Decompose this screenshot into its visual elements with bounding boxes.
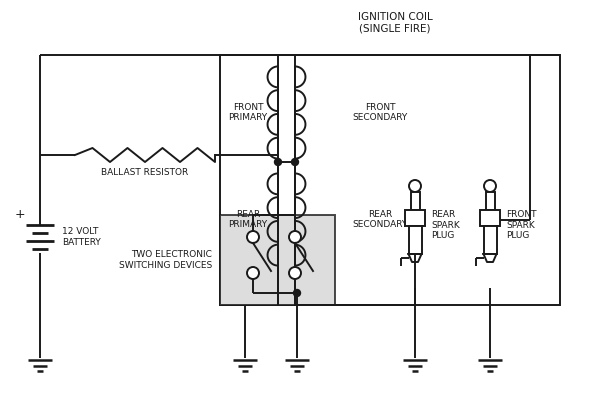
- Circle shape: [247, 267, 259, 279]
- Circle shape: [289, 231, 301, 243]
- Bar: [220, 55, 560, 305]
- Circle shape: [275, 158, 281, 166]
- Text: FRONT
SPARK
PLUG: FRONT SPARK PLUG: [506, 210, 536, 240]
- Circle shape: [289, 267, 301, 279]
- Bar: [220, 215, 335, 305]
- Text: TWO ELECTRONIC
SWITCHING DEVICES: TWO ELECTRONIC SWITCHING DEVICES: [119, 250, 212, 270]
- Bar: [409, 226, 421, 254]
- Bar: [410, 192, 419, 210]
- Text: BALLAST RESISTOR: BALLAST RESISTOR: [101, 168, 188, 177]
- Text: IGNITION COIL
(SINGLE FIRE): IGNITION COIL (SINGLE FIRE): [358, 12, 433, 34]
- Text: REAR
PRIMARY: REAR PRIMARY: [229, 210, 268, 229]
- Circle shape: [409, 180, 421, 192]
- Text: FRONT
PRIMARY: FRONT PRIMARY: [229, 103, 268, 122]
- Bar: [484, 226, 497, 254]
- Circle shape: [247, 231, 259, 243]
- Bar: [480, 210, 500, 226]
- Text: +: +: [14, 209, 25, 221]
- Bar: [485, 192, 494, 210]
- Text: REAR
SPARK
PLUG: REAR SPARK PLUG: [431, 210, 460, 240]
- Circle shape: [484, 180, 496, 192]
- Circle shape: [292, 158, 299, 166]
- Text: 12 VOLT
BATTERY: 12 VOLT BATTERY: [62, 227, 101, 247]
- Text: FRONT
SECONDARY: FRONT SECONDARY: [352, 103, 407, 122]
- Bar: [405, 210, 425, 226]
- Text: REAR
SECONDARY: REAR SECONDARY: [352, 210, 407, 229]
- Circle shape: [293, 289, 301, 297]
